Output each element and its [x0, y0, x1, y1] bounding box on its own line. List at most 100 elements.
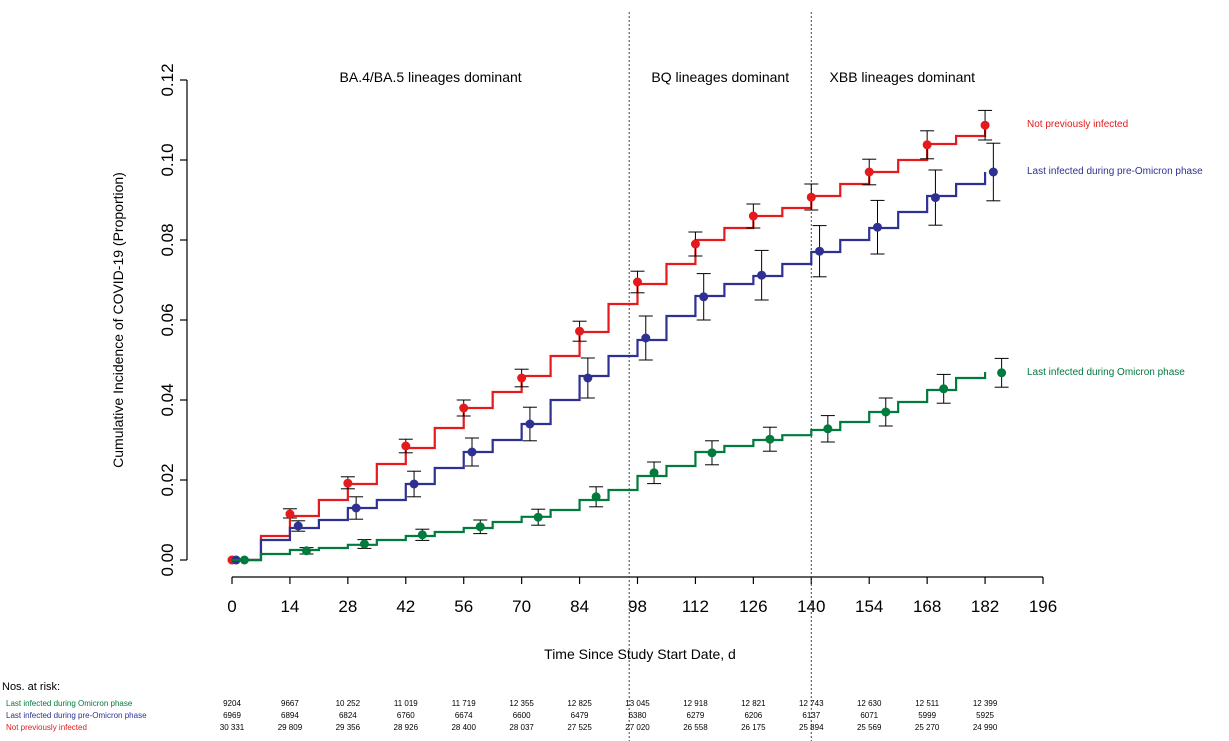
risk-value: 6824	[339, 711, 357, 720]
risk-value: 29 809	[278, 723, 303, 732]
data-point	[864, 167, 874, 177]
x-tick-label: 98	[628, 597, 647, 616]
x-axis: 0 14 28 42 56 70 84 98 112 126 140 154 168 182 196 Tim…	[227, 576, 1057, 662]
risk-value: 28 926	[394, 723, 419, 732]
data-point	[467, 447, 477, 457]
x-tick-label: 154	[855, 597, 883, 616]
data-point	[980, 120, 990, 130]
data-point	[351, 503, 361, 513]
data-point	[475, 522, 485, 532]
phase-label: XBB lineages dominant	[830, 69, 976, 85]
risk-value: 11 019	[394, 699, 418, 708]
data-point	[823, 424, 833, 434]
data-point	[343, 478, 353, 488]
data-point	[815, 246, 825, 256]
risk-value: 12 355	[509, 699, 534, 708]
risk-value: 6071	[860, 711, 878, 720]
y-tick-label: 0.08	[158, 223, 177, 256]
data-point	[633, 277, 642, 287]
phase-label: BA.4/BA.5 lineages dominant	[340, 69, 522, 85]
x-tick-label: 14	[280, 597, 299, 616]
data-point	[997, 368, 1007, 378]
risk-value: 26 558	[683, 723, 708, 732]
risk-value: 12 743	[799, 699, 824, 708]
risk-value: 12 399	[973, 699, 998, 708]
y-tick-label: 0.10	[158, 143, 177, 176]
data-point	[409, 479, 419, 489]
risk-value: 11 719	[452, 699, 476, 708]
risk-value: 25 270	[915, 723, 940, 732]
phase-label: BQ lineages dominant	[651, 69, 789, 85]
risk-row-label: Last infected during pre-Omicron phase	[6, 711, 147, 720]
risk-value: 6600	[513, 711, 531, 720]
data-point	[285, 509, 295, 519]
risk-value: 24 990	[973, 723, 998, 732]
data-point	[649, 468, 659, 478]
data-point	[690, 239, 700, 249]
x-tick-label: 168	[913, 597, 941, 616]
series-1	[231, 142, 1001, 565]
data-point	[525, 419, 535, 429]
risk-value: 6479	[571, 711, 589, 720]
data-point	[806, 192, 816, 202]
data-point	[359, 539, 369, 549]
y-axis: 0.00 0.02 0.04 0.06 0.08 0.10 0.12 Cumulative …	[110, 63, 188, 577]
series-line	[232, 172, 987, 562]
x-tick-label: 112	[682, 597, 709, 616]
data-point	[748, 211, 758, 221]
data-point	[591, 492, 601, 502]
risk-row-label: Last infected during Omicron phase	[6, 699, 133, 708]
data-point	[517, 373, 527, 383]
series-label: Last infected during Omicron phase	[1027, 367, 1185, 378]
risk-value: 6279	[687, 711, 705, 720]
x-tick-label: 126	[739, 597, 767, 616]
risk-value: 28 037	[509, 723, 534, 732]
data-point	[765, 434, 775, 444]
risk-value: 9204	[223, 699, 241, 708]
data-point	[401, 441, 411, 451]
data-point	[939, 384, 949, 394]
x-tick-label: 56	[454, 597, 473, 616]
x-axis-label: Time Since Study Start Date, d	[544, 646, 736, 662]
risk-value: 28 400	[451, 723, 476, 732]
series-line	[232, 372, 987, 562]
risk-value: 6969	[223, 711, 241, 720]
risk-value: 12 918	[683, 699, 708, 708]
risk-value: 6760	[397, 711, 415, 720]
data-point	[922, 140, 932, 150]
data-point	[583, 373, 593, 383]
risk-value: 12 630	[857, 699, 882, 708]
x-tick-label: 182	[971, 597, 999, 616]
data-point	[239, 555, 249, 565]
data-point	[930, 193, 940, 203]
risk-value: 6894	[281, 711, 299, 720]
risk-value: 6206	[744, 711, 762, 720]
x-tick-label: 196	[1029, 597, 1057, 616]
data-point	[707, 448, 717, 458]
x-tick-label: 84	[570, 597, 589, 616]
risk-value: 12 825	[567, 699, 592, 708]
risk-value: 26 175	[741, 723, 766, 732]
y-tick-label: 0.02	[158, 463, 177, 496]
x-tick-label: 42	[396, 597, 415, 616]
risk-value: 25 894	[799, 723, 824, 732]
risk-value: 12 821	[741, 699, 766, 708]
series-2	[232, 357, 1009, 565]
risk-value: 25 569	[857, 723, 882, 732]
data-point	[417, 530, 427, 540]
risk-value: 10 252	[336, 699, 361, 708]
series-label: Last infected during pre-Omicron phase	[1027, 166, 1203, 177]
risk-value: 5925	[976, 711, 994, 720]
x-tick-label: 0	[227, 597, 236, 616]
risk-value: 27 020	[625, 723, 650, 732]
x-tick-label: 70	[512, 597, 531, 616]
risk-value: 29 356	[336, 723, 361, 732]
y-tick-label: 0.00	[158, 543, 177, 576]
risk-value: 30 331	[220, 723, 245, 732]
risk-value: 6674	[455, 711, 473, 720]
risk-value: 13 045	[625, 699, 650, 708]
data-point	[575, 326, 585, 336]
risk-value: 5999	[918, 711, 936, 720]
data-point	[881, 407, 891, 417]
